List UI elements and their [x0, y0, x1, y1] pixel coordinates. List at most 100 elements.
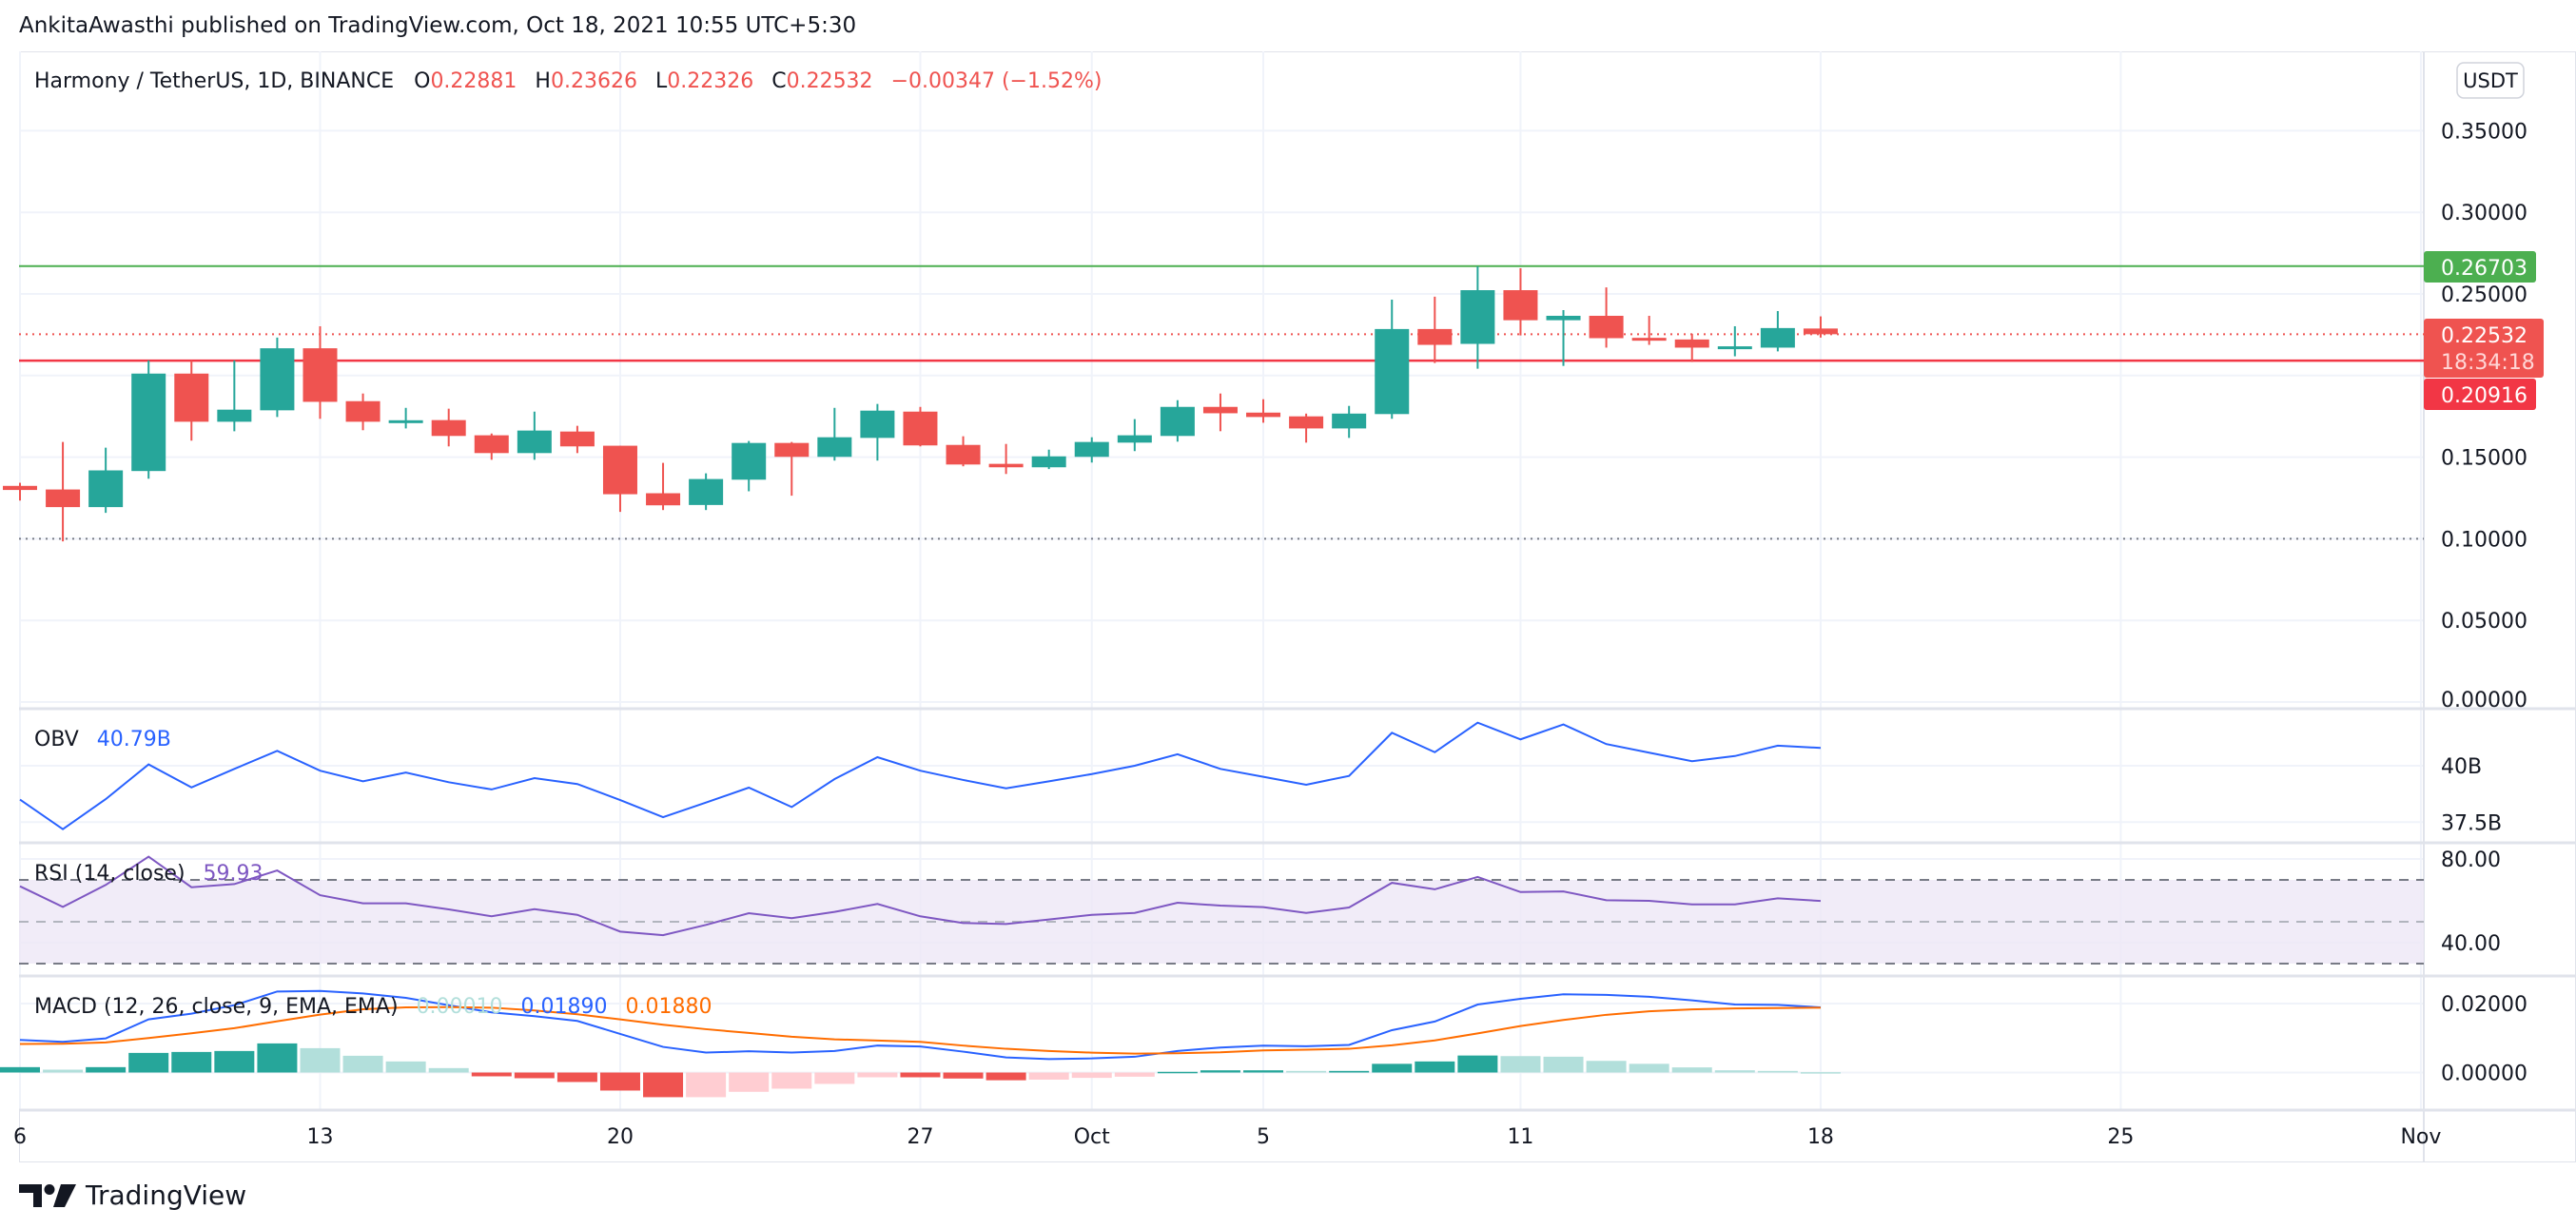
candle-body	[1117, 435, 1152, 443]
candle	[903, 406, 938, 447]
macd-histogram-bar	[514, 1072, 555, 1079]
candle-body	[260, 348, 295, 411]
macd-histogram-bar	[86, 1066, 127, 1073]
macd-axis-tick: 0.02000	[2441, 993, 2527, 1017]
time-axis-tick: 11	[1507, 1125, 1533, 1149]
low-label: L	[655, 69, 668, 93]
currency-button-box[interactable]	[2456, 62, 2525, 99]
currency-button-label[interactable]: USDT	[2463, 69, 2518, 92]
candle-body	[988, 463, 1024, 468]
price-axis-tick: 0.30000	[2441, 202, 2527, 225]
candle	[88, 447, 124, 514]
candle-body	[1631, 338, 1667, 341]
candle-body	[646, 493, 681, 506]
candle-body	[1460, 290, 1495, 344]
macd-histogram-bar	[643, 1072, 684, 1098]
candle	[345, 393, 381, 431]
candle-body	[559, 431, 595, 447]
candle	[1117, 419, 1152, 452]
candle-body	[1160, 406, 1195, 437]
macd-legend-name: MACD (12, 26, close, 9, EMA, EMA)	[34, 995, 399, 1019]
macd-histogram-bar	[385, 1061, 426, 1073]
last-price-tag-text: 0.22532	[2441, 324, 2527, 348]
candle-body	[431, 419, 466, 437]
candle-body	[1417, 328, 1453, 345]
candle-body	[474, 435, 509, 454]
macd-histogram-bar	[986, 1072, 1026, 1081]
candle	[217, 360, 252, 432]
candle	[1332, 405, 1367, 439]
candle	[474, 433, 509, 460]
candle-body	[3, 485, 37, 491]
signal-line	[19, 1005, 1821, 1055]
time-axis-tick: 18	[1807, 1125, 1834, 1149]
high-label: H	[535, 69, 551, 93]
candle-body	[774, 442, 810, 458]
candle	[602, 445, 637, 513]
macd-histogram-bar	[1286, 1070, 1327, 1073]
macd-histogram-bar	[1800, 1072, 1841, 1074]
macd-line	[19, 989, 1821, 1061]
time-axis-tick: 25	[2107, 1125, 2134, 1149]
last-price-tag: 0.22532 18:34:18 0.20916	[2424, 319, 2544, 410]
price-axis-tick: 0.05000	[2441, 610, 2527, 634]
candle	[431, 408, 466, 447]
obv-legend: OBV 40.79B	[34, 728, 171, 751]
price-axis-tick: 0.25000	[2441, 283, 2527, 307]
candle-body	[1674, 339, 1709, 348]
candle	[732, 440, 767, 492]
candle	[817, 407, 852, 461]
macd-histogram-bar	[1071, 1072, 1112, 1079]
rsi-axis-tick: 40.00	[2441, 932, 2501, 956]
high-value: 0.23626	[551, 69, 637, 93]
candle	[1674, 333, 1709, 362]
low-value: 0.22326	[667, 69, 753, 93]
macd-histogram-bar	[1329, 1070, 1370, 1073]
candle-body	[388, 419, 423, 423]
candle	[1031, 449, 1066, 470]
candle	[517, 411, 552, 460]
candle	[1246, 399, 1281, 423]
candle-body	[1717, 346, 1752, 350]
rsi-axis-tick: 80.00	[2441, 849, 2501, 872]
macd-histogram-bar	[471, 1072, 512, 1077]
horizontal-lines[interactable]	[19, 264, 2424, 540]
candle-body	[174, 373, 209, 422]
candle-body	[1246, 412, 1281, 418]
candle-body	[345, 400, 381, 422]
candle	[689, 473, 724, 511]
candle	[388, 407, 423, 429]
candle	[1417, 296, 1453, 363]
macd-histogram-bar	[1372, 1063, 1413, 1073]
candle	[646, 462, 681, 511]
time-axis-tick: 20	[607, 1125, 634, 1149]
time-axis-tick: 5	[1257, 1125, 1270, 1149]
tradingview-logo-icon	[19, 1183, 76, 1207]
candle	[1803, 316, 1838, 338]
time-axis-tick: Oct	[1074, 1125, 1110, 1149]
candle-body	[689, 478, 724, 505]
macd-histogram-bar	[556, 1072, 597, 1083]
candle-body	[517, 430, 552, 454]
candle	[1289, 413, 1324, 443]
rsi-legend: RSI (14, close) 59.93	[34, 862, 263, 886]
candle	[774, 441, 810, 497]
rsi-legend-value: 59.93	[204, 862, 263, 886]
obv-legend-name: OBV	[34, 728, 79, 751]
candle-body	[1375, 328, 1410, 415]
candle	[260, 337, 295, 418]
macd-histogram-bar	[1457, 1055, 1498, 1073]
macd-histogram-bar	[1543, 1056, 1584, 1073]
candle-body	[602, 445, 637, 495]
candle-body	[903, 411, 938, 446]
macd-histogram-bar	[43, 1069, 84, 1073]
resistance-tag-bg	[2424, 251, 2536, 283]
pane-dividers	[19, 51, 2576, 1162]
candle	[1503, 268, 1538, 336]
tradingview-logo[interactable]: TradingView	[19, 1180, 246, 1211]
currency-button[interactable]: USDT	[2456, 62, 2525, 99]
candle	[988, 443, 1024, 475]
resistance-tag-text: 0.26703	[2441, 257, 2527, 281]
open-label: O	[414, 69, 430, 93]
